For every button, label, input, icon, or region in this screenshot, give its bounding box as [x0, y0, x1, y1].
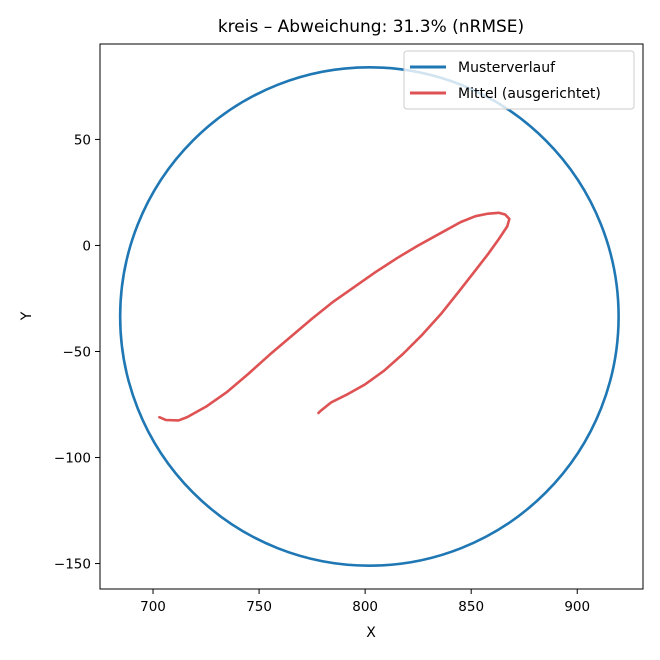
series-mittel-line [158, 211, 511, 422]
x-axis: 700 750 800 850 900 [140, 589, 590, 615]
x-tick-label: 800 [352, 599, 378, 615]
legend: Musterverlauf Mittel (ausgerichtet) [403, 50, 635, 110]
y-axis-label: Y [19, 311, 35, 321]
x-tick-label: 750 [246, 599, 272, 615]
legend-box [403, 50, 635, 110]
y-tick-label: 50 [74, 132, 91, 148]
y-tick-label: −50 [63, 344, 92, 360]
y-axis: 50 0 −50 −100 −150 [54, 132, 100, 573]
plot-area [118, 66, 620, 567]
x-tick-label: 700 [140, 599, 166, 615]
y-tick-label: −100 [54, 451, 91, 467]
legend-label-musterverlauf: Musterverlauf [458, 60, 556, 76]
chart-title: kreis – Abweichung: 31.3% (nRMSE) [218, 17, 524, 37]
y-tick-label: 0 [82, 238, 91, 254]
plot-frame [99, 43, 644, 590]
series-musterverlauf-line [118, 66, 620, 567]
x-axis-label: X [366, 625, 376, 641]
x-tick-label: 850 [458, 599, 484, 615]
y-tick-label: −150 [54, 557, 91, 573]
legend-label-mittel: Mittel (ausgerichtet) [458, 86, 601, 102]
x-tick-label: 900 [564, 599, 590, 615]
